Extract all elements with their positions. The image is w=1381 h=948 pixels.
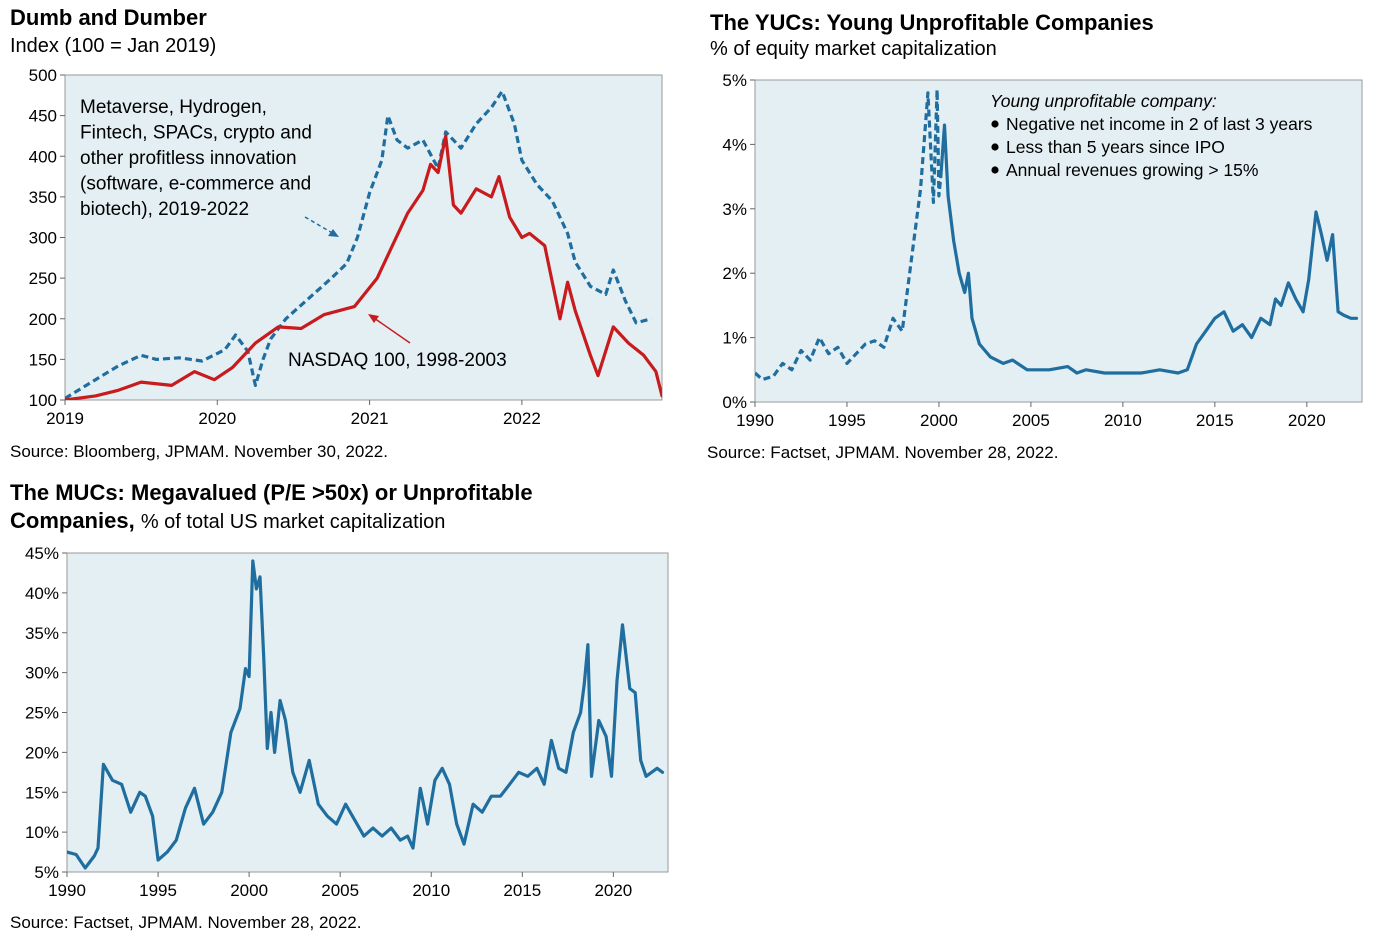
chart3-ytick-label: 40% xyxy=(25,584,59,603)
chart3-title-line2: Companies, % of total US market capitali… xyxy=(10,507,445,536)
chart1-title: Dumb and Dumber xyxy=(10,5,207,30)
chart3-xtick-label: 2005 xyxy=(321,881,359,900)
chart2-xtick-label: 2015 xyxy=(1196,411,1234,430)
chart1-annotation-dumb-line: biotech), 2019-2022 xyxy=(80,199,249,220)
chart2-xtick-label: 2000 xyxy=(920,411,958,430)
chart3-subtitle: % of total US market capitalization xyxy=(140,511,446,533)
chart1-annotation-dumb-arrow xyxy=(304,216,335,235)
chart2-series-2-line xyxy=(939,123,1359,375)
chart1-plot: 100 150 200 250 300 350 400 450 500 2019 2020 2021 2… xyxy=(29,66,663,428)
chart1-ytick-label: 300 xyxy=(29,229,57,248)
chart3-xtick-label: 2020 xyxy=(594,881,632,900)
chart1-ytick-label: 500 xyxy=(29,66,57,85)
chart1-annotation-nasdaq: NASDAQ 100, 1998-2003 xyxy=(288,350,507,371)
chart2-source: Source: Factset, JPMAM. November 28, 202… xyxy=(707,443,1059,462)
chart2-legend-bullet-icon xyxy=(991,143,999,151)
chart2-legend-bullet-icon xyxy=(991,166,999,174)
chart3-xtick-label: 2015 xyxy=(503,881,541,900)
chart2-subtitle: % of equity market capitalization xyxy=(710,38,997,60)
chart1-annotation-dumb-line: Metaverse, Hydrogen, xyxy=(80,97,267,118)
chart2-title: The YUCs: Young Unprofitable Companies xyxy=(710,10,1154,35)
chart2-legend-bullet-icon xyxy=(991,120,999,128)
chart2-plot-area xyxy=(754,79,1363,403)
chart1-xtick-label: 2019 xyxy=(46,409,84,428)
chart3-ytick-label: 45% xyxy=(25,544,59,563)
chart2-xtick-label: 2010 xyxy=(1104,411,1142,430)
chart2-ytick-label: 3% xyxy=(722,200,747,219)
chart3-ytick-label: 10% xyxy=(25,823,59,842)
chart3-plot: 5% 10% 15% 20% 25% 30% 35% 40% 45% 1990 1995 2000 20… xyxy=(25,544,669,900)
chart1-annotation-nasdaq-arrow xyxy=(373,317,411,344)
chart1-annotation-nasdaq-arrowhead xyxy=(368,314,379,323)
chart1-xtick-label: 2022 xyxy=(503,409,541,428)
chart3-ytick-label: 30% xyxy=(25,664,59,683)
chart2-ytick-label: 5% xyxy=(722,71,747,90)
chart1-annotation-dumb-line: other profitless innovation xyxy=(80,148,297,169)
chart3-series-1-line xyxy=(67,559,665,870)
chart2-series-1-line xyxy=(755,88,943,382)
chart2-xtick-label: 1995 xyxy=(828,411,866,430)
chart2-xtick-label: 1990 xyxy=(736,411,774,430)
chart2-ytick-label: 0% xyxy=(722,393,747,412)
chart3-xtick-label: 1995 xyxy=(139,881,177,900)
chart1-series-1-line xyxy=(65,89,652,400)
chart3-title-line1: The MUCs: Megavalued (P/E >50x) or Unpro… xyxy=(10,480,533,505)
chart3-title-companies: Companies, xyxy=(10,508,135,533)
chart1-subtitle: Index (100 = Jan 2019) xyxy=(10,35,217,57)
chart2-legend-item: Annual revenues growing > 15% xyxy=(1006,160,1258,180)
chart3-ytick-label: 20% xyxy=(25,743,59,762)
chart1-xtick-label: 2021 xyxy=(351,409,389,428)
chart1-ytick-label: 200 xyxy=(29,310,57,329)
chart1-plot-area xyxy=(64,74,663,401)
chart3-source: Source: Factset, JPMAM. November 28, 202… xyxy=(10,913,362,932)
chart3-xtick-label: 1990 xyxy=(48,881,86,900)
chart2-ytick-label: 2% xyxy=(722,264,747,283)
chart2-ytick-label: 4% xyxy=(722,135,747,154)
chart2-legend-item: Less than 5 years since IPO xyxy=(1006,137,1225,157)
chart1-series-2-line xyxy=(65,134,662,400)
chart3-ytick-label: 15% xyxy=(25,783,59,802)
chart1-ytick-label: 400 xyxy=(29,147,57,166)
chart2-legend-item: Negative net income in 2 of last 3 years xyxy=(1006,114,1313,134)
chart1-annotations: Metaverse, Hydrogen, Fintech, SPACs, cryp… xyxy=(80,97,507,371)
chart1-annotation-dumb-line: (software, e-commerce and xyxy=(80,174,311,195)
chart1-xtick-label: 2020 xyxy=(198,409,236,428)
chart2-plot: 0% 1% 2% 3% 4% 5% 1990 1995 2000 2005 2010 2015 2020 xyxy=(722,71,1363,430)
chart3-xtick-label: 2010 xyxy=(412,881,450,900)
chart1-annotation-dumb-line: Fintech, SPACs, crypto and xyxy=(80,123,312,144)
chart3-ytick-label: 25% xyxy=(25,704,59,723)
chart2-xtick-label: 2020 xyxy=(1288,411,1326,430)
chart2-legend-heading: Young unprofitable company: xyxy=(990,91,1217,111)
chart1-ytick-label: 150 xyxy=(29,350,57,369)
chart3-ytick-label: 5% xyxy=(34,863,59,882)
chart1-annotation-dumb-arrowhead xyxy=(328,229,339,237)
chart1-ytick-label: 100 xyxy=(29,391,57,410)
chart3-ytick-label: 35% xyxy=(25,624,59,643)
chart2-legend: Young unprofitable company: Negative net … xyxy=(990,91,1313,180)
chart1-ytick-label: 250 xyxy=(29,269,57,288)
chart2-ytick-label: 1% xyxy=(722,329,747,348)
chart3-plot-area xyxy=(66,552,669,873)
chart1-ytick-label: 350 xyxy=(29,188,57,207)
chart1-source: Source: Bloomberg, JPMAM. November 30, 2… xyxy=(10,442,388,461)
chart2-xtick-label: 2005 xyxy=(1012,411,1050,430)
chart1-ytick-label: 450 xyxy=(29,107,57,126)
chart3-xtick-label: 2000 xyxy=(230,881,268,900)
